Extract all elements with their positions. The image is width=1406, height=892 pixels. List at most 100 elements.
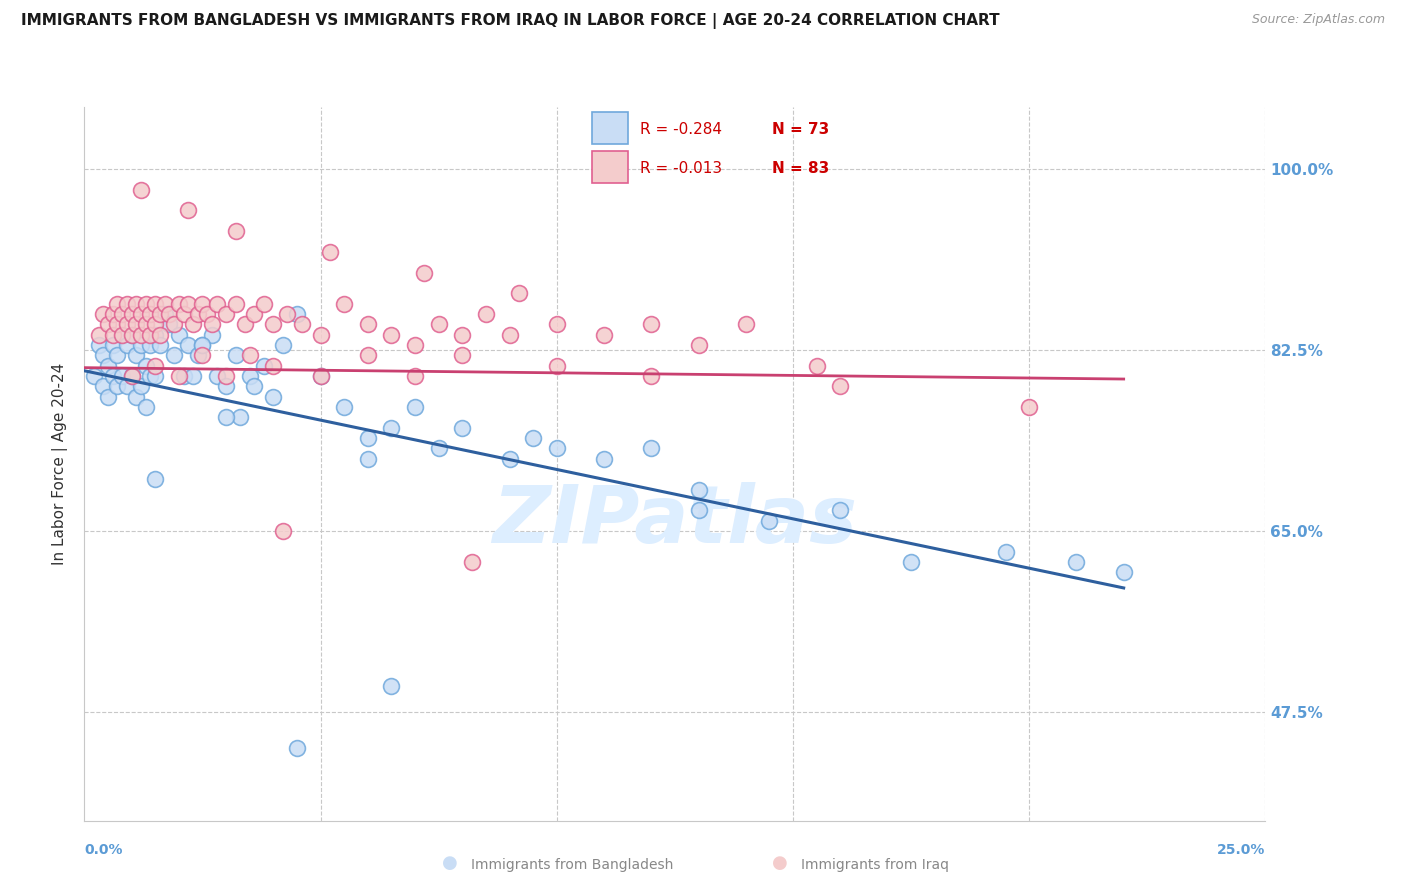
Text: 25.0%: 25.0% <box>1218 843 1265 857</box>
Point <box>215 307 238 321</box>
Point <box>115 296 138 310</box>
Text: Source: ZipAtlas.com: Source: ZipAtlas.com <box>1251 13 1385 27</box>
Point <box>225 224 247 238</box>
Point <box>157 317 180 331</box>
Point <box>225 348 247 362</box>
Point <box>121 327 143 342</box>
Point <box>201 327 224 342</box>
Point <box>475 307 498 321</box>
Point <box>593 327 616 342</box>
Point <box>688 483 710 497</box>
Point <box>167 327 190 342</box>
Point <box>87 338 110 352</box>
Point <box>135 359 157 373</box>
Point <box>111 368 134 383</box>
Point <box>173 307 195 321</box>
Point <box>129 307 152 321</box>
Point <box>153 307 176 321</box>
Point <box>319 244 342 259</box>
Point <box>276 307 298 321</box>
Point <box>143 359 166 373</box>
Point <box>115 317 138 331</box>
Point <box>143 368 166 383</box>
Point <box>125 348 148 362</box>
Point <box>201 317 224 331</box>
Point <box>149 307 172 321</box>
Point <box>191 296 214 310</box>
Point <box>380 420 402 434</box>
Point <box>830 503 852 517</box>
Point <box>177 203 200 218</box>
Point <box>191 338 214 352</box>
Point <box>640 317 662 331</box>
Point <box>121 368 143 383</box>
Point <box>125 296 148 310</box>
Point <box>229 410 252 425</box>
Text: ●: ● <box>441 855 458 872</box>
Text: Immigrants from Bangladesh: Immigrants from Bangladesh <box>471 858 673 872</box>
Point <box>101 307 124 321</box>
Point <box>167 368 190 383</box>
Point <box>404 338 426 352</box>
Point <box>1112 566 1135 580</box>
Point <box>205 296 228 310</box>
Point <box>451 348 474 362</box>
Point <box>125 317 148 331</box>
Point <box>291 317 314 331</box>
Point <box>271 338 294 352</box>
Point <box>233 317 256 331</box>
Point <box>111 327 134 342</box>
Point <box>163 317 186 331</box>
Point <box>593 451 616 466</box>
Point <box>900 555 922 569</box>
Point <box>91 348 114 362</box>
Point <box>239 348 262 362</box>
Point <box>121 307 143 321</box>
Text: N = 73: N = 73 <box>772 121 830 136</box>
Point <box>181 317 204 331</box>
Point <box>107 317 129 331</box>
Point <box>83 368 105 383</box>
Point <box>143 327 166 342</box>
Point <box>101 327 124 342</box>
Point <box>427 317 450 331</box>
Point <box>688 503 710 517</box>
Point <box>243 307 266 321</box>
Point <box>640 368 662 383</box>
Point <box>121 368 143 383</box>
Point <box>215 368 238 383</box>
Point <box>195 307 218 321</box>
Point <box>149 338 172 352</box>
Point <box>107 296 129 310</box>
Point <box>135 296 157 310</box>
Point <box>380 679 402 693</box>
Point <box>135 400 157 414</box>
Point <box>129 379 152 393</box>
Bar <box>592 151 627 183</box>
Point <box>129 338 152 352</box>
Point <box>262 359 284 373</box>
Point <box>101 338 124 352</box>
Point <box>135 317 157 331</box>
Point <box>139 368 162 383</box>
Point <box>253 296 276 310</box>
Text: R = -0.013: R = -0.013 <box>640 161 721 176</box>
Point <box>215 379 238 393</box>
Text: Immigrants from Iraq: Immigrants from Iraq <box>801 858 949 872</box>
Point <box>125 390 148 404</box>
Point <box>271 524 294 538</box>
Point <box>177 338 200 352</box>
Point <box>806 359 828 373</box>
Point <box>546 317 568 331</box>
Point <box>285 741 308 756</box>
Point <box>262 390 284 404</box>
Point <box>994 545 1017 559</box>
Point <box>357 431 380 445</box>
Point <box>333 296 356 310</box>
Point <box>107 348 129 362</box>
Point <box>309 368 332 383</box>
Point <box>187 348 209 362</box>
Point <box>177 296 200 310</box>
Point <box>380 327 402 342</box>
Point <box>215 410 238 425</box>
